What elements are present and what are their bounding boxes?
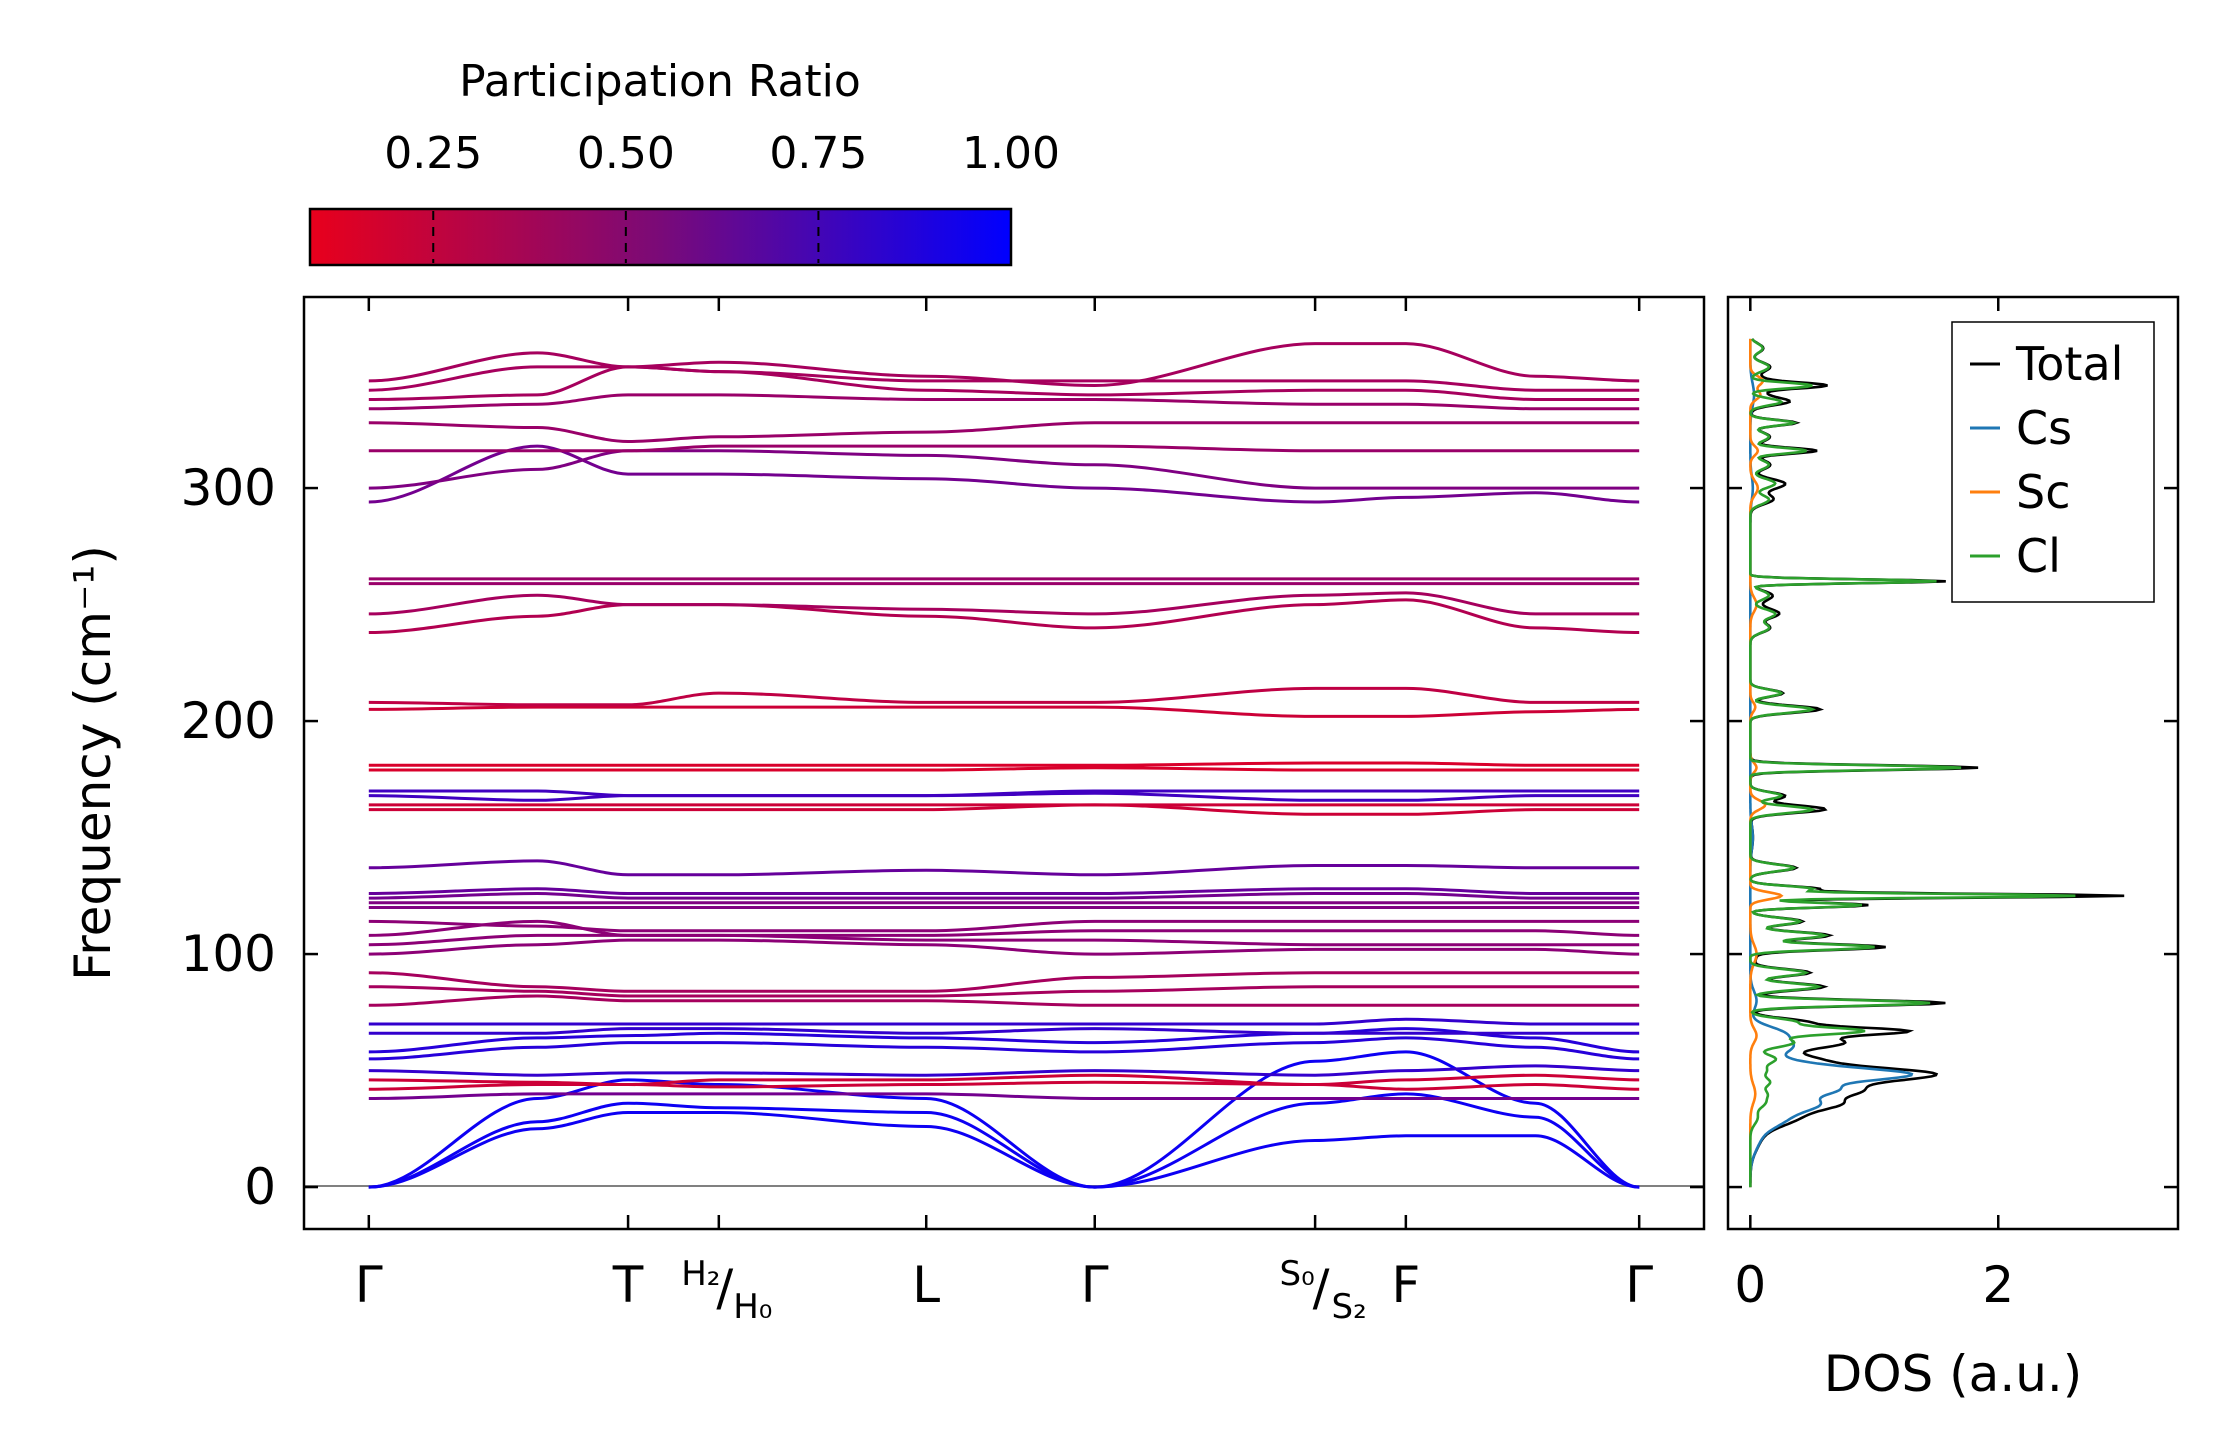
high-symmetry-point-label: F [1391,1256,1420,1314]
colorbar-tick-label: 1.00 [962,128,1060,179]
phonon-band [368,1092,1640,1189]
high-symmetry-point-slash: / [716,1259,733,1317]
dos-curve-sc [1749,338,1784,1188]
phonon-band [368,761,1640,767]
phonon-band [368,1050,1640,1189]
dos-y-ticks [1728,486,2178,1189]
phonon-band [368,365,1640,392]
colorbar-gradient [308,207,1013,267]
phonon-band [368,591,1640,616]
dos-x-tick-label: 0 [1734,1256,1766,1314]
dos-x-axis-label: DOS (a.u.) [1824,1345,2083,1403]
band-y-tick-label: 0 [244,1158,276,1216]
phonon-band [368,919,1640,937]
dos-curve-cl [1749,338,2076,1188]
band-y-tick-label: 200 [181,692,276,750]
dos-legend: Total Cs Sc Cl [1951,321,2155,603]
colorbar-tick-label: 0.50 [577,128,675,179]
phonon-band [368,421,1640,444]
colorbar-title: Participation Ratio [459,56,861,107]
phonon-band [368,985,1640,998]
phonon-band [368,938,1640,956]
phonon-band [368,971,1640,993]
dos-x-tick-label: 2 [1982,1256,2014,1314]
band-plot-frame [302,295,1706,1231]
phonon-band [368,789,1640,798]
phonon-band [368,705,1640,718]
phonon-band [368,933,1640,947]
phonon-band [368,1017,1640,1026]
phonon-band [368,766,1640,772]
colorbar-tick-label: 0.75 [769,128,867,179]
legend-label-total: Total [2015,337,2123,391]
high-symmetry-point-label-upper: S₀ [1280,1254,1315,1294]
band-y-tick-label: 300 [181,459,276,517]
phonon-band [368,1036,1640,1061]
phonon-band [368,393,1640,411]
high-symmetry-point-label: Γ [1081,1256,1109,1314]
band-lines [368,342,1640,1189]
dos-curve-cs [1749,338,1914,1188]
phonon-band [368,891,1640,900]
phonon-band [368,365,1640,402]
high-symmetry-point-label: Γ [355,1256,383,1314]
band-y-axis-label: Frequency (cm⁻¹) [64,545,122,981]
phonon-band [368,444,1640,504]
phonon-band [368,859,1640,877]
phonon-band [368,1110,1640,1189]
high-symmetry-point-label-upper: H₂ [681,1254,720,1294]
phonon-band [368,342,1640,388]
high-symmetry-point-label: Γ [1625,1256,1653,1314]
phonon-band [368,444,1640,453]
phonon-band [368,1027,1640,1035]
band-y-ticks: 0 100 200 300 [181,459,1704,1216]
high-symmetry-point-label-lower: S₂ [1332,1287,1367,1327]
phonon-band [368,1073,1640,1087]
dos-plot-frame [1726,295,2180,1231]
phonon-band [368,598,1640,634]
colorbar-ticks: 0.25 0.50 0.75 1.00 [384,128,1060,263]
dos-lines [1749,338,2125,1188]
phonon-band [368,1027,1640,1054]
legend-label-cs: Cs [2016,401,2072,455]
legend-items: Total Cs Sc Cl [1970,337,2123,583]
high-symmetry-point-slash: / [1313,1259,1330,1317]
band-x-ticks: Γ T H₂/H₀ L Γ S₀/S₂ F Γ [355,297,1653,1327]
phonon-band [368,449,1640,490]
band-y-tick-label: 100 [181,925,276,983]
phonon-band [368,1092,1640,1101]
high-symmetry-point-label: T [612,1256,644,1314]
high-symmetry-point-label: L [912,1256,940,1314]
phonon-band [368,1064,1640,1077]
colorbar-tick-label: 0.25 [384,128,482,179]
phonon-band [368,994,1640,1007]
colorbar: Participation Ratio 0.25 0.50 0.75 1.00 [308,56,1060,267]
legend-label-cl: Cl [2016,529,2061,583]
phonon-band [368,803,1640,816]
legend-label-sc: Sc [2016,465,2071,519]
high-symmetry-point-label-lower: H₀ [733,1287,772,1327]
phonon-band [368,686,1640,707]
phonon-band [368,887,1640,896]
phonon-band [368,919,1640,933]
